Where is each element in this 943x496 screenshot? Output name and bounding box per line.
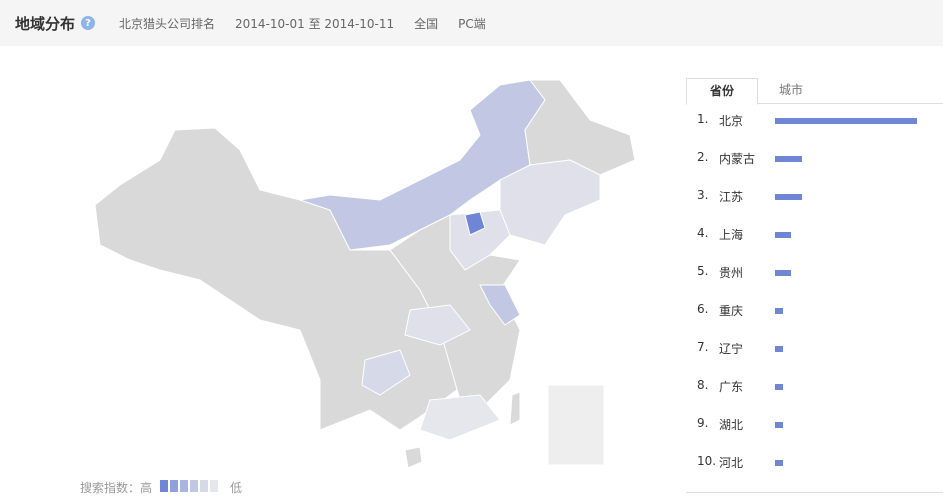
ranking-row: 7. 辽宁 (697, 340, 937, 378)
ranking-row: 2. 内蒙古 (697, 150, 937, 188)
ranking-row: 1. 北京 (697, 112, 937, 150)
legend-swatch (190, 480, 199, 492)
value-bar (775, 308, 783, 314)
province-name: 上海 (719, 228, 744, 242)
ranking-row: 4. 上海 (697, 226, 937, 264)
divider (686, 492, 943, 493)
value-bar (775, 118, 917, 124)
region: 全国 (414, 16, 439, 31)
value-bar (775, 422, 783, 428)
ranking-list: 1. 北京 2. 内蒙古 3. 江苏 4. 上海 5. 贵州 6. 重庆 7. 辽宁 8. 广东 9. 湖北 10.… (697, 112, 937, 492)
ranking-row: 10. 河北 (697, 454, 937, 492)
keyword: 北京猎头公司排名 (119, 16, 216, 31)
ranking-row: 6. 重庆 (697, 302, 937, 340)
tab-city[interactable]: 城市 (778, 83, 803, 97)
province-name: 辽宁 (719, 342, 744, 356)
date-range: 2014-10-01 至 2014-10-11 (235, 16, 395, 31)
south-china-sea-inset (547, 384, 605, 466)
china-map (94, 79, 636, 469)
rank-number: 5. (697, 264, 709, 278)
region-taiwan[interactable] (509, 391, 521, 426)
rank-number: 4. (697, 226, 709, 240)
value-bar (775, 194, 802, 200)
legend-swatches (160, 480, 220, 495)
ranking-row: 9. 湖北 (697, 416, 937, 454)
legend-swatch (180, 480, 189, 492)
region-guizhou[interactable] (361, 349, 411, 396)
legend-swatch (160, 480, 169, 492)
legend-low-label: 低 (230, 481, 243, 495)
rank-number: 9. (697, 416, 709, 430)
province-name: 江苏 (719, 190, 744, 204)
region-liaoning-jilin[interactable] (499, 159, 601, 246)
province-name: 河北 (719, 456, 744, 470)
ranking-row: 5. 贵州 (697, 264, 937, 302)
province-name: 广东 (719, 380, 744, 394)
region-hainan[interactable] (404, 446, 423, 469)
value-bar (775, 346, 783, 352)
province-name: 内蒙古 (719, 152, 756, 166)
region-hubei[interactable] (404, 304, 471, 346)
page-title: 地域分布 (15, 14, 76, 33)
value-bar (775, 384, 783, 390)
province-name: 北京 (719, 114, 744, 128)
rank-number: 1. (697, 112, 709, 126)
region-jiangsu[interactable] (479, 284, 521, 326)
province-name: 重庆 (719, 304, 744, 318)
legend-swatch (170, 480, 179, 492)
rank-number: 3. (697, 188, 709, 202)
map-legend: 搜索指数：高 低 (80, 479, 242, 496)
legend-swatch (210, 480, 219, 492)
province-name: 贵州 (719, 266, 744, 280)
value-bar (775, 270, 791, 276)
ranking-row: 3. 江苏 (697, 188, 937, 226)
tab-province[interactable]: 省份 (686, 78, 758, 105)
ranking-row: 8. 广东 (697, 378, 937, 416)
rank-number: 8. (697, 378, 709, 392)
value-bar (775, 156, 802, 162)
rank-number: 2. (697, 150, 709, 164)
region-guangdong[interactable] (419, 394, 501, 441)
rank-number: 10. (697, 454, 717, 468)
region-beijing[interactable] (464, 211, 486, 236)
value-bar (775, 460, 783, 466)
region-northeast[interactable] (524, 79, 636, 176)
question-icon[interactable]: ? (81, 16, 96, 30)
province-name: 湖北 (719, 418, 744, 432)
rank-number: 6. (697, 302, 709, 316)
legend-swatch (200, 480, 209, 492)
value-bar (775, 232, 791, 238)
device: PC端 (458, 16, 486, 31)
rank-number: 7. (697, 340, 709, 354)
header: 地域分布 ? 北京猎头公司排名 2014-10-01 至 2014-10-11 … (0, 0, 943, 46)
legend-high-label: 搜索指数：高 (80, 481, 153, 495)
tab-bar: 省份 城市 (686, 78, 943, 105)
